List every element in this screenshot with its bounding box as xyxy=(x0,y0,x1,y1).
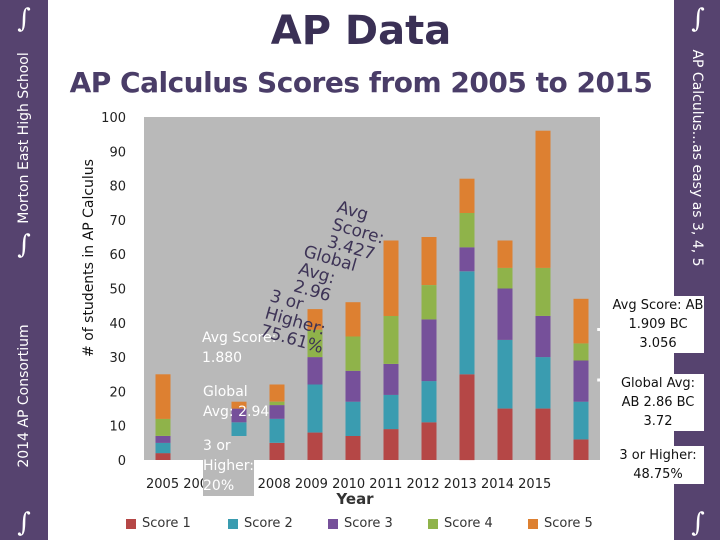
bar-segment xyxy=(535,357,551,409)
bar-segment xyxy=(269,405,285,419)
bar-segment xyxy=(383,240,399,316)
bar-segment xyxy=(573,439,589,460)
y-tick-label: 30 xyxy=(109,351,126,366)
bar-segment xyxy=(573,360,589,402)
bar-segment xyxy=(269,401,285,406)
bar-segment xyxy=(459,178,475,213)
bar-segment xyxy=(573,298,589,344)
page-title: AP Data xyxy=(270,8,452,54)
legend-item: Score 2 xyxy=(228,516,293,532)
legend-item: Score 1 xyxy=(126,516,191,532)
bar-segment xyxy=(383,429,399,460)
bar-segment xyxy=(345,336,361,371)
bar-segment xyxy=(307,432,323,460)
bar-segment xyxy=(535,315,551,358)
y-tick-label: 60 xyxy=(109,248,126,263)
bar-segment xyxy=(269,418,285,443)
left-sidebar: ∫ ∫ ∫ Morton East High School 2014 AP Co… xyxy=(0,0,48,540)
bar-segment xyxy=(535,267,551,316)
chart-subtitle: AP Calculus Scores from 2005 to 2015 xyxy=(69,66,653,99)
bar-segment xyxy=(459,271,475,375)
y-tick-label: 0 xyxy=(118,454,126,469)
legend-item: Score 4 xyxy=(428,516,493,532)
bar-segment xyxy=(421,422,437,460)
bar-segment xyxy=(269,384,285,402)
bar-segment xyxy=(573,401,589,440)
global-avg-right: Global Avg: AB 2.86 BC 3.72 xyxy=(612,374,704,431)
plot-area xyxy=(144,117,600,460)
y-tick-label: 80 xyxy=(109,180,126,195)
legend-label: Score 3 xyxy=(344,516,393,531)
y-tick-label: 90 xyxy=(109,145,126,160)
integral-icon: ∫ xyxy=(691,508,705,538)
bar-segment xyxy=(345,370,361,402)
integral-icon: ∫ xyxy=(691,4,705,34)
bar-segment xyxy=(383,394,399,430)
y-tick-label: 10 xyxy=(109,420,126,435)
bar-segment xyxy=(155,453,171,460)
bar-segment xyxy=(573,343,589,361)
legend-swatch xyxy=(228,518,238,529)
integral-icon: ∫ xyxy=(17,230,31,260)
bar-segment xyxy=(497,408,513,460)
integral-icon: ∫ xyxy=(17,4,31,34)
global-avg-2005: Global Avg: 2.94 xyxy=(203,384,270,420)
legend-label: Score 2 xyxy=(244,516,293,531)
legend-label: Score 4 xyxy=(444,516,493,531)
bar-segment xyxy=(497,288,513,340)
legend-label: Score 5 xyxy=(544,516,593,531)
bar-segment xyxy=(497,267,513,289)
bar-segment xyxy=(497,339,513,409)
bar-segment xyxy=(155,418,171,436)
bar-segment xyxy=(383,315,399,364)
bar-segment xyxy=(535,130,551,268)
bar-segment xyxy=(231,422,247,440)
integral-icon: ∫ xyxy=(17,508,31,538)
bar-segment xyxy=(421,319,437,382)
x-axis-label: Year xyxy=(336,490,374,508)
y-tick-label: 40 xyxy=(109,317,126,332)
bar-segment xyxy=(155,442,171,454)
legend-swatch xyxy=(328,518,338,529)
bar-segment xyxy=(421,285,437,320)
bar-segment xyxy=(459,374,475,461)
legend-swatch xyxy=(126,518,136,529)
bar-segment xyxy=(307,384,323,433)
legend-item: Score 5 xyxy=(528,516,593,532)
avg-score-2005: Avg Score: 1.880 xyxy=(202,330,277,366)
bar-segment xyxy=(345,401,361,436)
higher-2005: 3 or Higher: 20% xyxy=(203,436,255,496)
bar-segment xyxy=(307,309,323,330)
bar-segment xyxy=(497,240,513,268)
bar-segment xyxy=(155,436,171,443)
bar-segment xyxy=(421,381,437,423)
bar-segment xyxy=(459,213,475,248)
bar-segment xyxy=(345,436,361,460)
bar-segment xyxy=(231,408,247,423)
bar-segment xyxy=(535,408,551,460)
bar-segment xyxy=(345,302,361,337)
avg-score-right: Avg Score: AB 1.909 BC 3.056 xyxy=(612,296,704,353)
y-axis-label: # of students in AP Calculus xyxy=(81,159,97,357)
legend-item: Score 3 xyxy=(328,516,393,532)
bar-segment xyxy=(155,374,171,419)
legend-swatch xyxy=(428,518,438,529)
bar-segment xyxy=(307,329,323,358)
y-tick-label: 70 xyxy=(109,214,126,229)
bar-segment xyxy=(231,401,247,409)
bar-segment xyxy=(421,237,437,285)
y-tick-label: 100 xyxy=(101,111,126,126)
bar-segment xyxy=(269,442,285,460)
bar-segment xyxy=(459,247,475,272)
y-tick-label: 20 xyxy=(109,385,126,400)
legend-swatch xyxy=(528,518,538,529)
legend-label: Score 1 xyxy=(142,516,191,531)
y-tick-label: 50 xyxy=(109,283,126,298)
higher-right: 3 or Higher: 48.75% xyxy=(612,446,704,484)
bar-segment xyxy=(383,364,399,395)
bar-segment xyxy=(307,357,323,385)
